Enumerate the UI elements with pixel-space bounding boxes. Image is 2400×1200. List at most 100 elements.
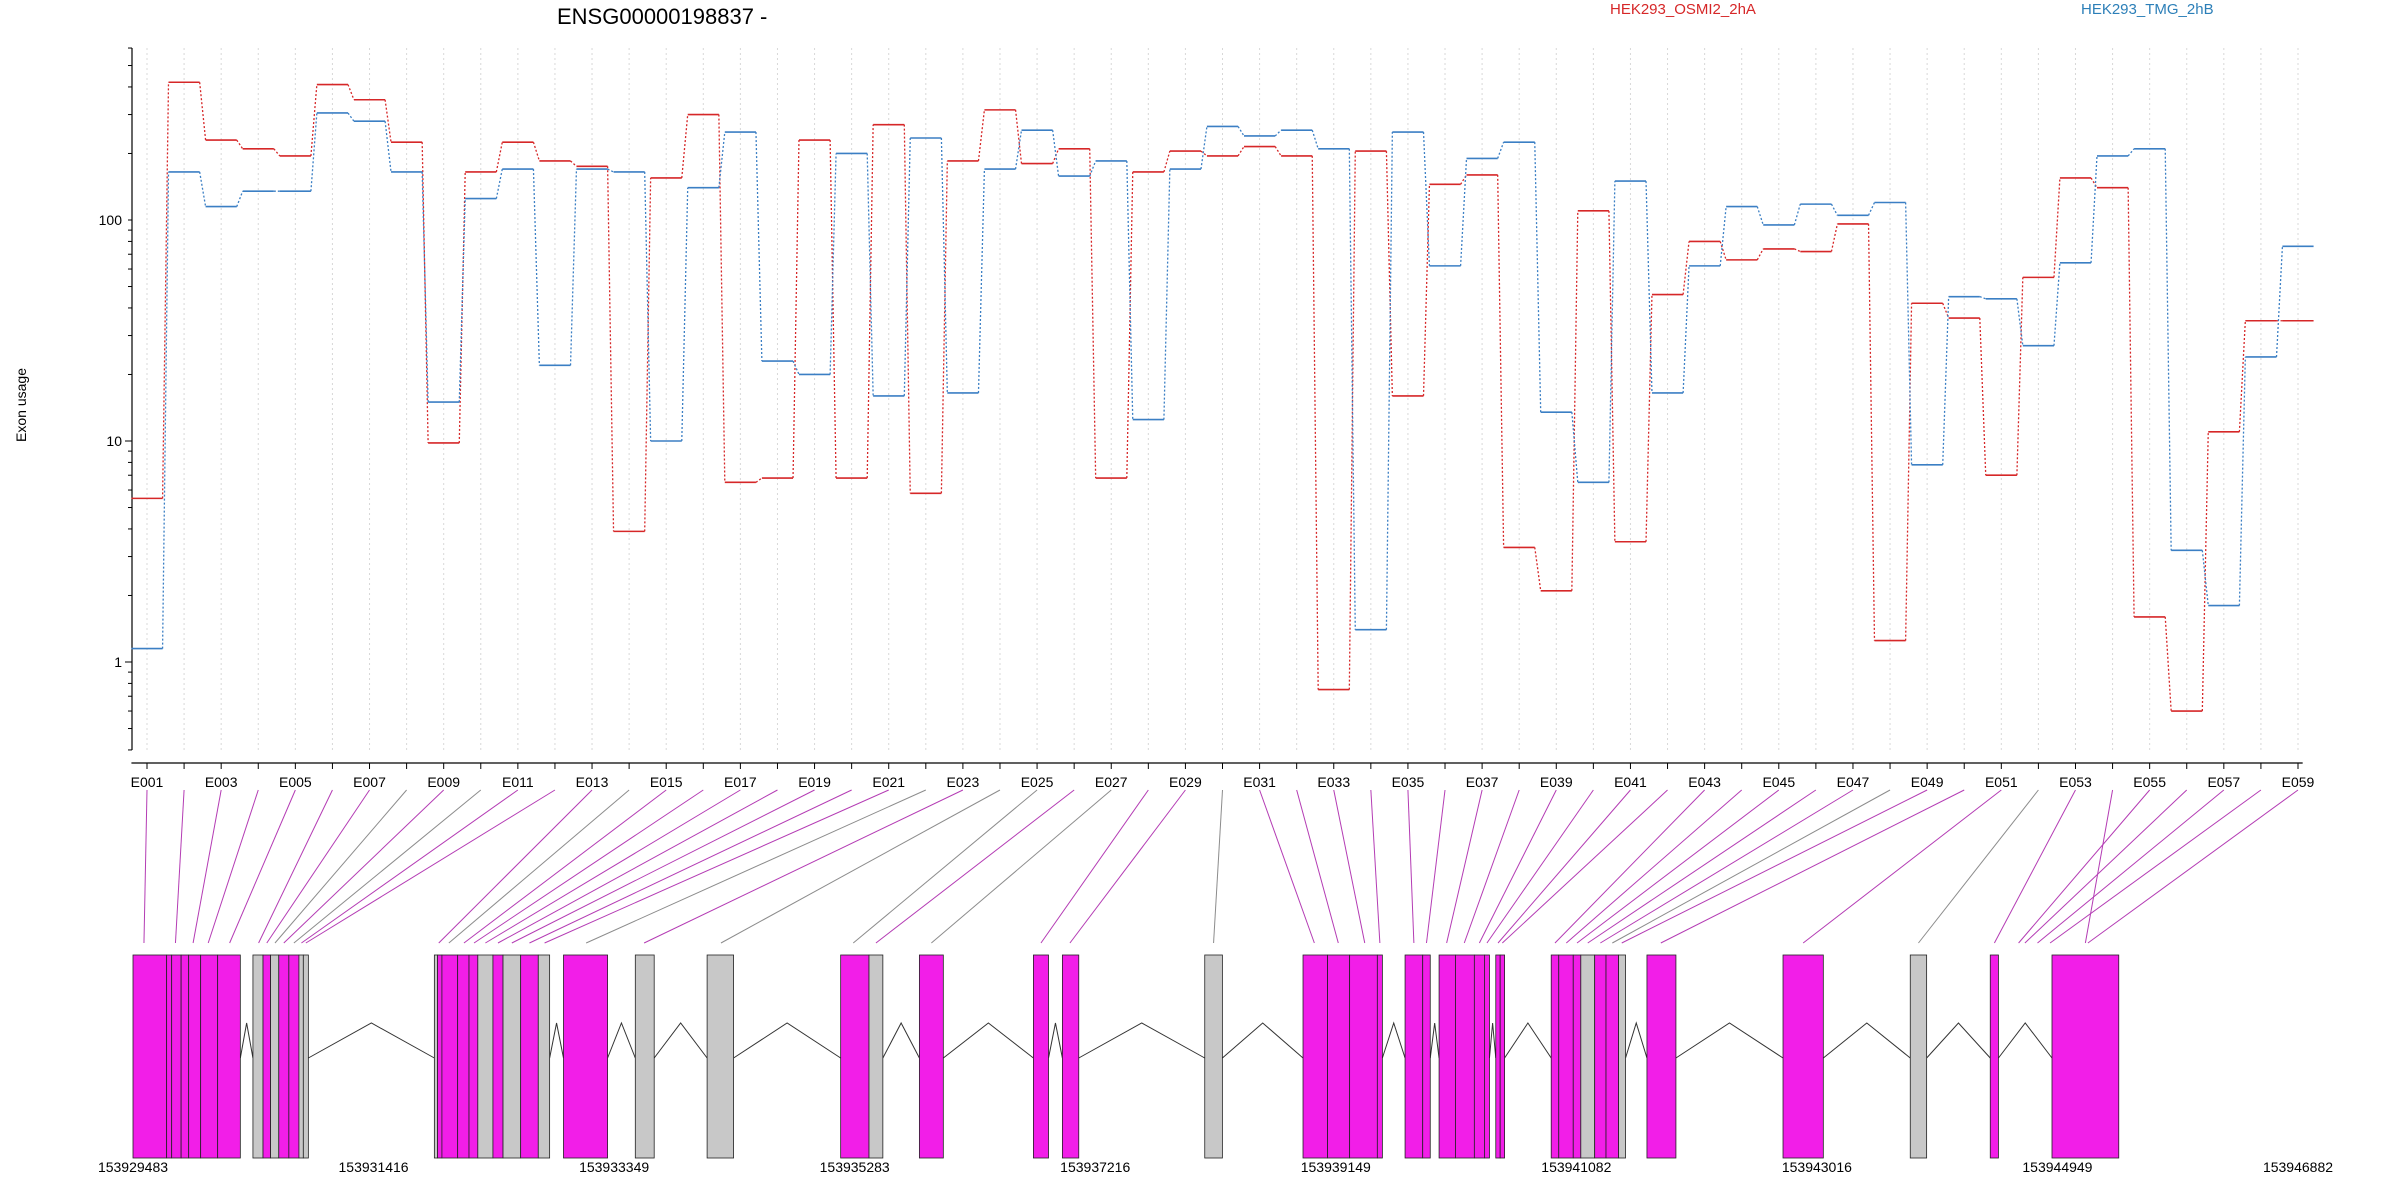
genomic-coordinate-label: 153935283 bbox=[820, 1159, 890, 1175]
data-connector bbox=[2238, 320, 2246, 432]
data-connector bbox=[2053, 177, 2061, 278]
y-tick-label: 100 bbox=[99, 212, 123, 228]
x-tick-label: E051 bbox=[1985, 774, 2018, 790]
exon-link bbox=[2018, 789, 2151, 944]
exon-tick-labels: E001 E003 E005 E007 E009 E011 E013 E015 E017 E019… bbox=[131, 774, 2315, 790]
data-connector bbox=[1459, 158, 1468, 266]
intron-line bbox=[1488, 1022, 1497, 1059]
exon-block-highlighted bbox=[1404, 954, 1424, 1159]
exon-block-highlighted bbox=[1376, 954, 1383, 1159]
x-tick-label: E009 bbox=[427, 774, 460, 790]
data-connector bbox=[310, 84, 318, 156]
genomic-coordinate-label: 153933349 bbox=[579, 1159, 649, 1175]
intron-line bbox=[1823, 1022, 1911, 1059]
intron-line bbox=[1998, 1022, 2053, 1059]
data-connector bbox=[1126, 160, 1134, 420]
exon-block-highlighted bbox=[1484, 954, 1490, 1159]
intron-line bbox=[733, 1022, 841, 1059]
exon-block bbox=[1204, 954, 1223, 1159]
data-connector bbox=[1534, 547, 1542, 591]
x-tick-label: E029 bbox=[1169, 774, 1202, 790]
data-connector bbox=[1126, 171, 1134, 479]
genomic-coordinate-label: 153946882 bbox=[2263, 1159, 2333, 1175]
exon-block-highlighted bbox=[2051, 954, 2120, 1159]
exon-block-highlighted bbox=[563, 954, 608, 1159]
exon-link bbox=[274, 789, 407, 944]
data-connector bbox=[829, 140, 837, 479]
exon-link bbox=[448, 789, 630, 944]
exon-block-highlighted bbox=[1782, 954, 1824, 1159]
exon-block-highlighted bbox=[1989, 954, 1999, 1159]
data-connector bbox=[1497, 141, 1505, 159]
intron-line bbox=[239, 1022, 254, 1059]
x-tick-label: E025 bbox=[1021, 774, 1054, 790]
exon-block-highlighted bbox=[1646, 954, 1677, 1159]
data-connector bbox=[495, 142, 503, 173]
data-connector bbox=[2127, 148, 2135, 157]
intron-line bbox=[1504, 1022, 1552, 1059]
exon-link bbox=[1612, 789, 1891, 944]
genomic-coordinate-label: 153941082 bbox=[1541, 1159, 1611, 1175]
exon-link bbox=[2049, 789, 2262, 944]
exon-link bbox=[852, 789, 1038, 944]
data-connector bbox=[977, 169, 986, 393]
data-connector bbox=[644, 177, 652, 532]
data-connector bbox=[1052, 148, 1060, 164]
x-tick-label: E039 bbox=[1540, 774, 1573, 790]
intron-line bbox=[1675, 1022, 1784, 1059]
exon-link bbox=[192, 789, 222, 944]
x-tick-label: E003 bbox=[205, 774, 238, 790]
data-connector bbox=[458, 198, 466, 403]
data-connector bbox=[199, 171, 207, 207]
exon-block-highlighted bbox=[520, 954, 539, 1159]
exon-link bbox=[438, 789, 593, 944]
data-connector bbox=[1237, 126, 1245, 137]
exon-link bbox=[1333, 789, 1366, 944]
data-connector bbox=[1534, 142, 1542, 413]
intron-line bbox=[607, 1021, 636, 1059]
exon-block bbox=[706, 954, 734, 1159]
data-connector bbox=[2275, 246, 2284, 358]
exon-block-highlighted bbox=[1061, 954, 1080, 1159]
exon-block-highlighted bbox=[1327, 954, 1351, 1159]
data-connector bbox=[1682, 265, 1690, 393]
exon-link bbox=[643, 789, 964, 944]
data-connector bbox=[1385, 151, 1394, 396]
exon-link bbox=[1554, 789, 1705, 944]
data-connector bbox=[1497, 174, 1505, 548]
exon-block-highlighted bbox=[188, 954, 202, 1159]
exon-block bbox=[537, 954, 551, 1159]
y-axis-label: Exon usage bbox=[13, 368, 29, 442]
data-connector bbox=[940, 137, 948, 393]
data-connector bbox=[792, 360, 800, 375]
intron-line bbox=[653, 1022, 708, 1059]
exon-link bbox=[1407, 789, 1415, 944]
data-connector bbox=[1608, 181, 1616, 483]
genomic-coordinate-label: 153943016 bbox=[1782, 1159, 1852, 1175]
data-connector bbox=[1163, 169, 1171, 420]
exon-link bbox=[301, 789, 519, 944]
exon-link bbox=[1565, 789, 1743, 944]
data-connector bbox=[903, 124, 911, 494]
exon-link bbox=[875, 789, 1075, 944]
exon-block-highlighted bbox=[457, 954, 470, 1159]
data-connector bbox=[1311, 155, 1319, 690]
exon-link bbox=[1660, 789, 1965, 944]
exon-link bbox=[485, 789, 741, 944]
exon-link bbox=[143, 789, 148, 944]
intron-line bbox=[882, 1021, 920, 1059]
series-osmi2 bbox=[131, 81, 2314, 712]
exon-link bbox=[511, 789, 815, 944]
exon-mapping-links bbox=[143, 789, 2299, 944]
data-connector bbox=[1756, 206, 1764, 226]
exon-block-highlighted bbox=[166, 954, 173, 1159]
data-connector bbox=[1274, 146, 1282, 157]
exon-block bbox=[477, 954, 494, 1159]
exon-block-highlighted bbox=[262, 954, 271, 1159]
data-connector bbox=[495, 168, 503, 199]
exon-block bbox=[868, 954, 884, 1159]
exon-link bbox=[931, 789, 1112, 944]
data-connector bbox=[384, 121, 392, 173]
data-connector bbox=[236, 190, 244, 207]
exon-link bbox=[258, 789, 333, 944]
